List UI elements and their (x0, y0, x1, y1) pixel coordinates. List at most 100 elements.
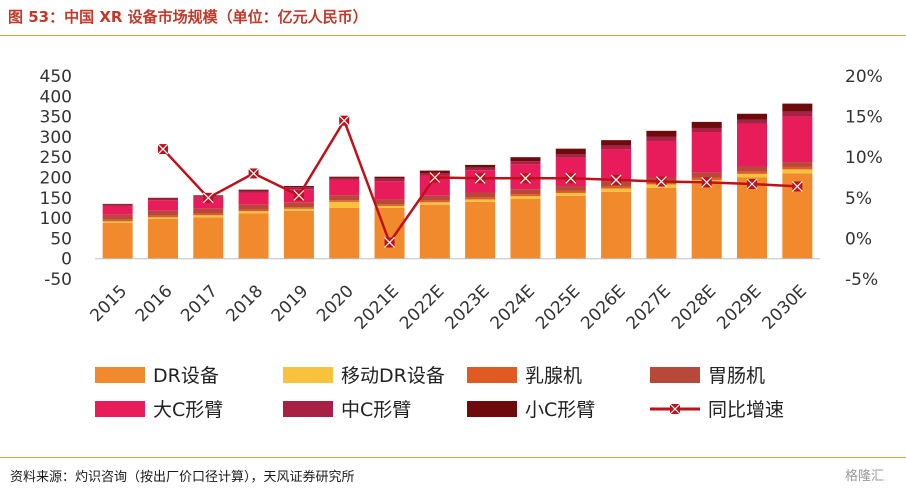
bar-胃肠机-2021E (374, 199, 405, 205)
y2-tick-label: -5% (845, 270, 878, 290)
growth-point (384, 237, 395, 248)
x-tick-label: 2015 (86, 281, 131, 326)
bar-中C形臂-2030E (782, 111, 813, 117)
growth-point (655, 176, 667, 187)
growth-point (248, 168, 260, 179)
bar-小C形臂-2020 (329, 176, 360, 178)
legend-swatch (650, 367, 700, 383)
y-tick-label: 100 (40, 209, 72, 229)
bar-小C形臂-2029E (737, 113, 768, 120)
chart-title: 图 53：中国 XR 设备市场规模（单位：亿元人民币） (8, 8, 368, 26)
legend-item: 中C形臂 (283, 399, 411, 421)
growth-point (701, 176, 713, 188)
bar-乳腺机-2024E (510, 194, 541, 197)
growth-point (338, 115, 350, 127)
bar-大C形臂-2016 (147, 200, 178, 211)
bar-大C形臂-2018 (238, 192, 269, 205)
x-tick-label: 2025E (532, 281, 584, 333)
growth-point (157, 143, 169, 155)
bar-DR设备-2025E (555, 195, 586, 259)
x-tick-label: 2030E (759, 281, 811, 333)
bar-小C形臂-2022E (419, 170, 450, 174)
bar-移动DR设备-2021E (374, 205, 405, 208)
legend-swatch (467, 401, 517, 417)
bar-胃肠机-2030E (782, 162, 813, 167)
bar-乳腺机-2018 (238, 209, 269, 212)
bar-DR设备-2017 (193, 217, 224, 259)
legend-label: 中C形臂 (341, 399, 411, 421)
bar-移动DR设备-2023E (465, 199, 496, 202)
bar-小C形臂-2030E (782, 103, 813, 112)
bar-胃肠机-2029E (737, 166, 768, 172)
x-tick-label: 2028E (668, 281, 720, 333)
y2-tick-label: 5% (845, 189, 872, 209)
bar-胃肠机-2020 (329, 195, 360, 201)
bar-胃肠机-2019 (283, 202, 314, 208)
source-note: 资料来源：灼识咨询（按出厂价口径计算），天风证券研究所 (10, 470, 355, 485)
bar-小C形臂-2021E (374, 176, 405, 179)
bar-大C形臂-2015 (102, 205, 133, 215)
bar-移动DR设备-2015 (102, 221, 133, 223)
growth-point (791, 181, 803, 192)
bar-胃肠机-2023E (465, 192, 496, 198)
bar-胃肠机-2025E (555, 186, 586, 191)
bar-乳腺机-2021E (374, 204, 405, 206)
x-tick-label: 2024E (487, 281, 539, 333)
bar-小C形臂-2028E (691, 121, 722, 128)
bar-大C形臂-2029E (737, 123, 768, 167)
bar-乳腺机-2025E (555, 190, 586, 193)
top-divider (0, 35, 906, 36)
bar-DR设备-2015 (102, 222, 133, 259)
bar-中C形臂-2021E (374, 178, 405, 182)
growth-point (746, 178, 758, 190)
y-tick-label: 400 (40, 87, 72, 107)
bar-DR设备-2029E (737, 177, 768, 259)
bar-DR设备-2023E (465, 201, 496, 259)
bar-乳腺机-2023E (465, 197, 496, 200)
legend-item: 胃肠机 (650, 365, 765, 387)
bar-DR设备-2024E (510, 199, 541, 259)
bar-移动DR设备-2025E (555, 192, 586, 196)
legend-swatch (95, 367, 145, 383)
bar-乳腺机-2022E (419, 200, 450, 203)
y-tick-label: 150 (40, 189, 72, 209)
bottom-divider (0, 457, 906, 458)
x-tick-label: 2022E (396, 281, 448, 333)
bar-中C形臂-2016 (147, 198, 178, 201)
bar-小C形臂-2026E (601, 140, 632, 146)
growth-point (202, 192, 214, 204)
legend-label: 同比增速 (708, 399, 784, 421)
bar-移动DR设备-2026E (601, 188, 632, 192)
bar-小C形臂-2015 (102, 203, 133, 205)
y-tick-label: 350 (40, 108, 72, 128)
growth-line-layer (157, 115, 803, 248)
bar-移动DR设备-2022E (419, 202, 450, 205)
legend-swatch (95, 401, 145, 417)
bar-DR设备-2027E (646, 187, 677, 259)
bar-DR设备-2028E (691, 183, 722, 259)
bar-小C形臂-2019 (283, 186, 314, 188)
bar-移动DR设备-2020 (329, 201, 360, 208)
bar-中C形臂-2023E (465, 167, 496, 171)
bar-移动DR设备-2018 (238, 211, 269, 214)
bar-移动DR设备-2029E (737, 173, 768, 178)
bar-移动DR设备-2017 (193, 215, 224, 218)
bar-中C形臂-2018 (238, 190, 269, 193)
bar-中C形臂-2020 (329, 177, 360, 180)
watermark-logo: 格隆汇 (844, 469, 884, 484)
legend-item: 同比增速 (650, 399, 784, 421)
bar-移动DR设备-2019 (283, 208, 314, 211)
growth-point (610, 174, 622, 186)
growth-point (429, 172, 441, 183)
bar-大C形臂-2017 (193, 197, 224, 209)
y-tick-label: 250 (40, 148, 72, 168)
bar-小C形臂-2025E (555, 148, 586, 155)
y-tick-label: 50 (50, 229, 72, 249)
bar-移动DR设备-2030E (782, 169, 813, 174)
bar-乳腺机-2017 (193, 213, 224, 216)
bar-中C形臂-2015 (102, 204, 133, 206)
bar-大C形臂-2022E (419, 175, 450, 196)
legend-label: 移动DR设备 (341, 365, 445, 387)
